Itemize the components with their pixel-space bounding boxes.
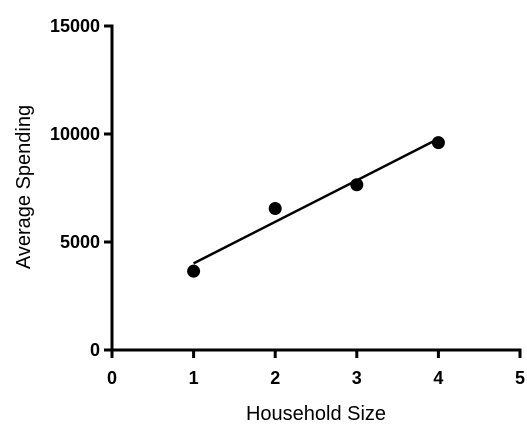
data-point xyxy=(350,178,364,192)
x-tick-label: 1 xyxy=(189,368,199,388)
x-tick-label: 0 xyxy=(107,368,117,388)
y-tick-label: 15000 xyxy=(50,16,100,36)
axes xyxy=(110,24,522,352)
data-point xyxy=(431,136,445,150)
x-tick-label: 2 xyxy=(270,368,280,388)
x-axis-label: Household Size xyxy=(246,403,386,424)
ticks: 0 1 2 3 4 5 0 5000 10000 15000 xyxy=(50,16,525,388)
y-tick-label: 5000 xyxy=(60,232,100,252)
x-tick-label: 3 xyxy=(352,368,362,388)
data-point xyxy=(268,202,282,216)
fit-line-layer xyxy=(193,137,439,265)
data-point xyxy=(187,264,201,278)
regression-line xyxy=(193,137,439,265)
data-points xyxy=(187,136,445,278)
x-tick-label: 5 xyxy=(515,368,525,388)
x-tick-label: 4 xyxy=(433,368,443,388)
y-tick-label: 0 xyxy=(90,340,100,360)
y-tick-label: 10000 xyxy=(50,124,100,144)
y-axis-label: Average Spending xyxy=(13,105,35,269)
